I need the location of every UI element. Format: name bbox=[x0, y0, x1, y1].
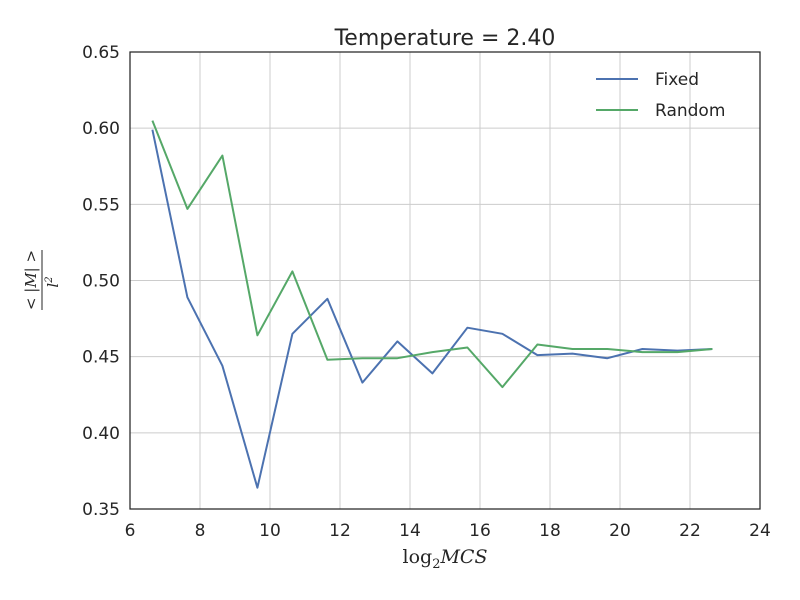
x-tick-label: 12 bbox=[329, 521, 351, 541]
x-axis-label-log: log bbox=[403, 546, 433, 568]
chart-title: Temperature = 2.40 bbox=[334, 26, 556, 51]
x-tick-label: 18 bbox=[539, 521, 561, 541]
x-tick-label: 14 bbox=[399, 521, 421, 541]
x-tick-label: 22 bbox=[679, 521, 701, 541]
legend-random-label: Random bbox=[655, 101, 725, 121]
legend-fixed-label: Fixed bbox=[655, 70, 699, 90]
y-axis-label: < |M| > l2 bbox=[22, 250, 62, 310]
series-line-fixed bbox=[151, 129, 713, 489]
y-tick-label: 0.45 bbox=[82, 348, 120, 368]
x-tick-label: 16 bbox=[469, 521, 491, 541]
y-axis-label-denominator-base: l bbox=[44, 283, 62, 288]
y-axis-label-denominator-exp: 2 bbox=[44, 276, 55, 283]
x-axis-ticks: 6 8 10 12 14 16 18 20 22 24 bbox=[125, 521, 771, 541]
y-tick-label: 0.35 bbox=[82, 500, 120, 520]
x-tick-label: 10 bbox=[259, 521, 281, 541]
x-axis-label: log2MCS bbox=[403, 546, 488, 572]
x-axis-label-var: MCS bbox=[439, 546, 487, 568]
y-axis-ticks: 0.35 0.40 0.45 0.50 0.55 0.60 0.65 bbox=[82, 43, 120, 520]
y-tick-label: 0.65 bbox=[82, 43, 120, 63]
y-tick-label: 0.50 bbox=[82, 272, 120, 292]
x-tick-label: 24 bbox=[749, 521, 771, 541]
y-tick-label: 0.60 bbox=[82, 119, 120, 139]
plot-frame bbox=[129, 51, 761, 510]
x-tick-label: 8 bbox=[195, 521, 206, 541]
y-tick-label: 0.40 bbox=[82, 424, 120, 444]
y-axis-label-numerator: < |M| > bbox=[22, 250, 40, 310]
x-tick-label: 6 bbox=[125, 521, 136, 541]
series-line-random bbox=[151, 120, 713, 389]
x-axis-label-subscript: 2 bbox=[432, 557, 440, 572]
x-tick-label: 20 bbox=[609, 521, 631, 541]
y-tick-label: 0.55 bbox=[82, 195, 120, 215]
series-lines bbox=[151, 120, 713, 489]
y-axis-label-denominator: l2 bbox=[44, 276, 62, 287]
legend: Fixed Random bbox=[596, 70, 725, 121]
